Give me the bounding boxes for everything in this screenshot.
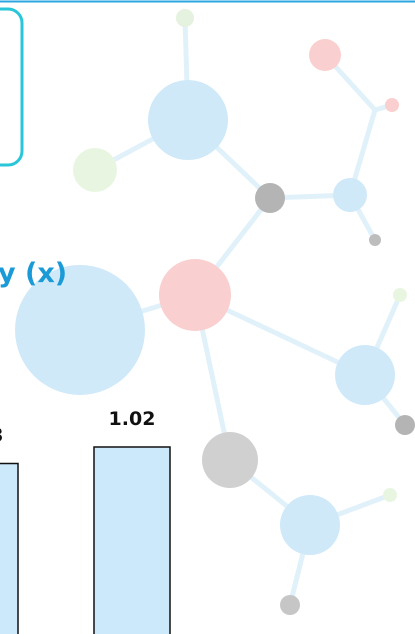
chart-title: y (x) bbox=[0, 258, 67, 289]
bar bbox=[0, 462, 19, 634]
value-label: 0.93 bbox=[0, 425, 3, 447]
bar bbox=[93, 446, 171, 634]
value-label: 1.02 bbox=[109, 408, 156, 430]
background-molecule bbox=[15, 9, 415, 615]
info-box bbox=[0, 7, 24, 167]
